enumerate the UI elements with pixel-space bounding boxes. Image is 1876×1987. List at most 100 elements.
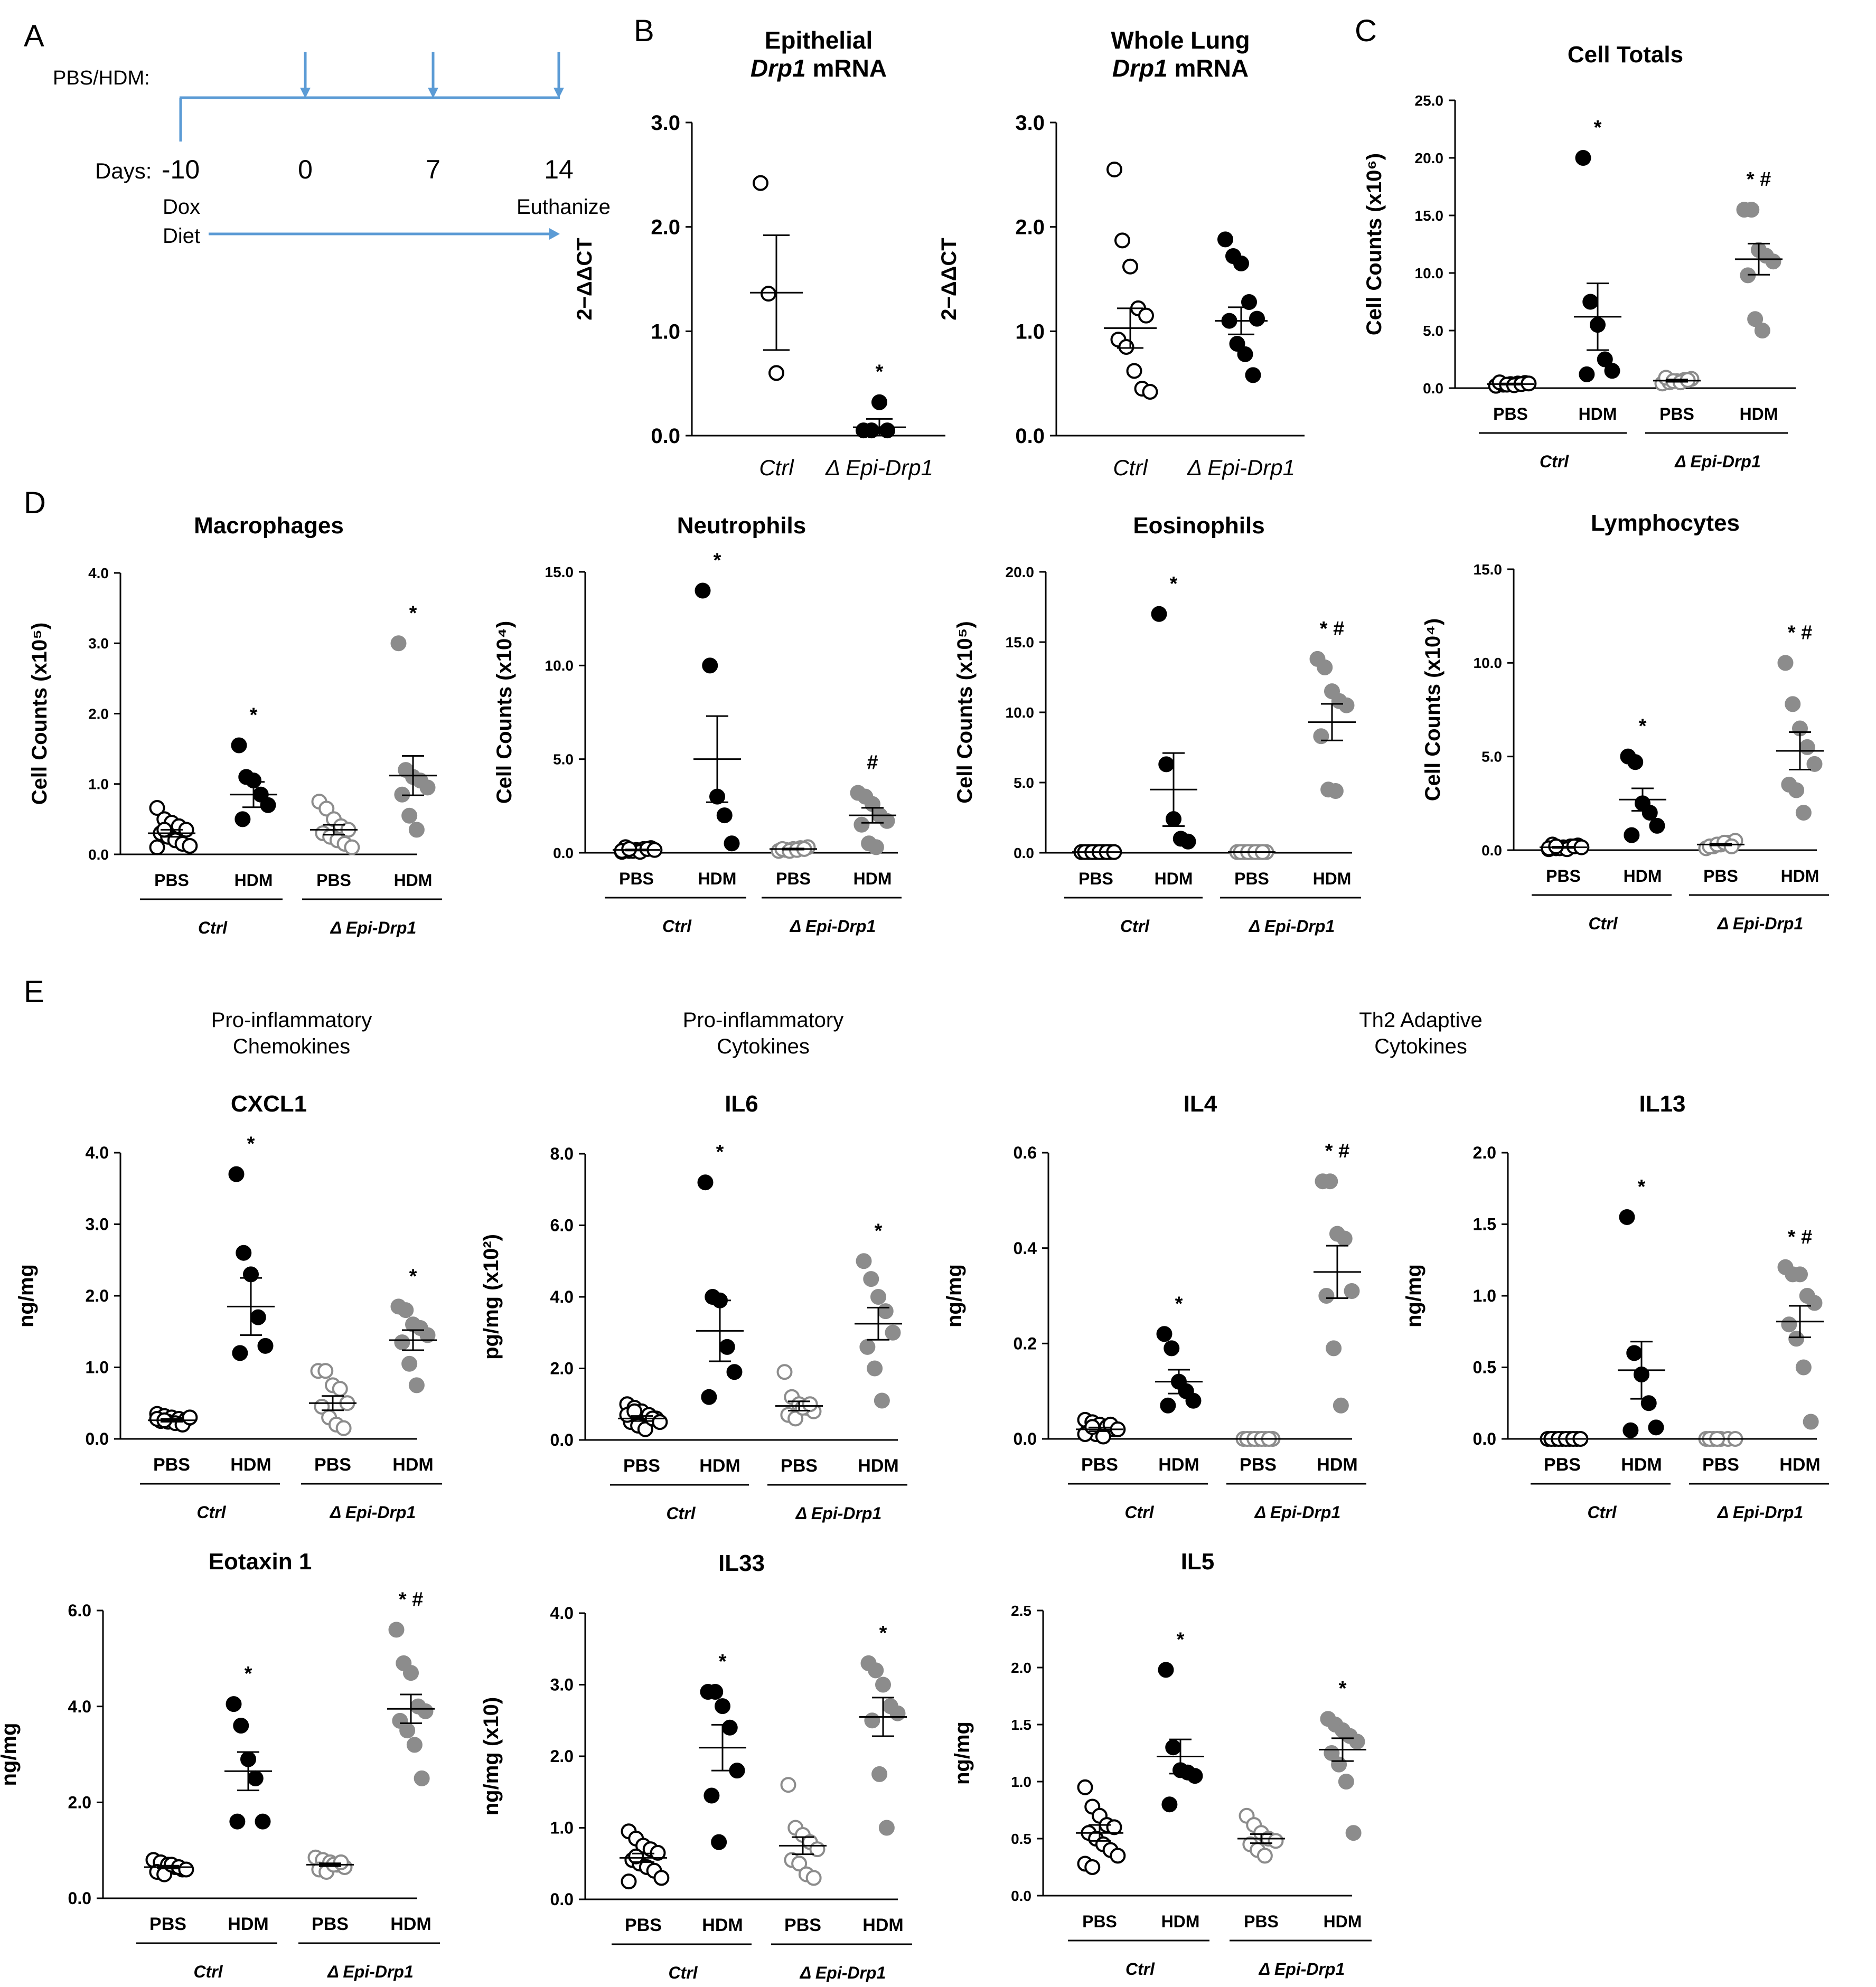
il33-y-tick-label: 1.0 <box>550 1819 574 1838</box>
il5-y-tick-label: 2.0 <box>1011 1660 1031 1676</box>
il13-y-tick-label: 0.5 <box>1473 1358 1496 1377</box>
lymphocytes-point <box>1624 827 1640 843</box>
eosinophils-y-label: Cell Counts (x10⁵) <box>953 621 977 804</box>
il6-point <box>726 1364 743 1380</box>
il13-y-label: ng/mg <box>1402 1264 1425 1327</box>
il13-y-tick-label: 0.0 <box>1473 1429 1496 1448</box>
wholelung-point <box>1241 294 1257 310</box>
lymphocytes-significance-mark: * <box>1639 715 1647 738</box>
eosinophils-x-category-label: HDM <box>1313 869 1352 888</box>
il5-y-tick-label: 2.5 <box>1011 1603 1031 1619</box>
il13-y-tick-label: 2.0 <box>1473 1143 1496 1162</box>
lymphocytes-point <box>1723 838 1740 854</box>
il6-point <box>776 1364 793 1380</box>
eosinophils-y-tick-label: 5.0 <box>1014 775 1034 791</box>
lymphocytes-y-tick-label: 10.0 <box>1474 655 1503 671</box>
epithelial-point <box>761 286 776 302</box>
lymphocytes-point <box>1785 696 1801 712</box>
il4-y-label: ng/mg <box>943 1264 966 1327</box>
eotaxin1-point <box>388 1622 405 1638</box>
epithelial-y-tick-label: 3.0 <box>651 111 680 135</box>
il33-point <box>864 1712 880 1729</box>
macrophages-point <box>234 811 251 827</box>
cxcl1-point <box>182 1409 198 1426</box>
cxcl1-y-tick-label: 2.0 <box>86 1286 109 1305</box>
neutrophils-point <box>853 816 870 833</box>
il13-title-0: IL13 <box>1639 1091 1685 1117</box>
il33-y-tick-label: 2.0 <box>550 1747 574 1766</box>
il6-point <box>877 1303 894 1320</box>
wholelung-point <box>1106 161 1122 177</box>
wholelung-title-0: Whole Lung <box>1111 26 1250 54</box>
lymphocytes-point <box>1627 754 1644 770</box>
celltotals-y-tick-label: 20.0 <box>1415 150 1444 166</box>
lymphocytes-x-category-label: HDM <box>1624 867 1662 886</box>
celltotals-x-category-label: PBS <box>1659 404 1694 423</box>
eotaxin1-point <box>229 1813 246 1830</box>
il4-point <box>1326 1340 1342 1357</box>
cxcl1-significance-mark: * <box>247 1133 255 1155</box>
il5-point <box>1158 1662 1174 1678</box>
wholelung-point <box>1233 255 1249 271</box>
wholelung-point <box>1118 338 1134 355</box>
eosinophils-point <box>1338 697 1355 713</box>
eotaxin1-point <box>226 1696 242 1712</box>
lymphocytes-x-category-label: PBS <box>1546 867 1581 886</box>
lymphocytes-point <box>1788 782 1805 798</box>
il5-y-tick-label: 1.0 <box>1011 1774 1031 1790</box>
celltotals-x-category-label: PBS <box>1493 404 1528 423</box>
lymphocytes-group-label: Ctrl <box>1588 914 1618 933</box>
il13-group-label: Ctrl <box>1587 1503 1617 1522</box>
neutrophils-y-label: Cell Counts (x10⁴) <box>493 621 516 804</box>
wholelung-point <box>1126 363 1142 379</box>
il13-x-category-label: PBS <box>1702 1455 1739 1475</box>
macrophages-point <box>344 839 360 855</box>
il13-point <box>1803 1414 1819 1430</box>
il13-x-category-label: HDM <box>1621 1455 1662 1475</box>
celltotals-x-category-label: HDM <box>1740 404 1778 423</box>
cxcl1-x-category-label: HDM <box>230 1455 271 1475</box>
wholelung-point <box>1142 383 1158 400</box>
celltotals-y-tick-label: 10.0 <box>1415 265 1444 281</box>
cxcl1-point <box>332 1381 348 1397</box>
il5-point <box>1161 1796 1178 1813</box>
celltotals-y-tick-label: 15.0 <box>1415 208 1444 224</box>
chart-il13: IL13 0.0 0.5 1.0 1.5 2.0 ng/mg * * # PBS HDM PBS HDM… <box>1402 1091 1829 1522</box>
timeline-euthanize-label: Euthanize <box>517 195 611 219</box>
celltotals-point <box>1604 363 1620 379</box>
timeline-days-label: Days: <box>95 158 152 183</box>
il33-y-label: ng/mg (x10) <box>480 1697 503 1815</box>
celltotals-significance-mark: * <box>1594 117 1602 139</box>
il33-point <box>889 1705 906 1721</box>
il6-point <box>719 1339 735 1355</box>
lymphocytes-title-0: Lymphocytes <box>1591 510 1740 536</box>
eosinophils-y-tick-label: 10.0 <box>1006 704 1035 721</box>
macrophages-significance-mark: * <box>409 602 417 624</box>
eosinophils-y-tick-label: 20.0 <box>1006 564 1035 580</box>
chart-cxcl1: CXCL1 0.0 1.0 2.0 3.0 4.0 ng/mg * * PBS HDM PBS HDM C… <box>15 1091 442 1522</box>
eotaxin1-point <box>399 1722 416 1739</box>
neutrophils-title-0: Neutrophils <box>677 513 806 539</box>
il6-y-tick-label: 4.0 <box>550 1287 574 1306</box>
timeline-diet-label: Diet <box>163 224 200 248</box>
eosinophils-title-0: Eosinophils <box>1133 513 1264 539</box>
wholelung-point <box>1122 258 1138 275</box>
il4-point <box>1322 1173 1338 1190</box>
cxcl1-point <box>408 1377 425 1393</box>
il4-x-category-label: PBS <box>1081 1455 1118 1475</box>
panel-label-d: D <box>24 486 46 520</box>
eotaxin1-group-label: Δ Epi-Drp1 <box>327 1962 414 1981</box>
cxcl1-x-category-label: PBS <box>314 1455 351 1475</box>
il33-point <box>805 1870 822 1886</box>
neutrophils-point <box>695 582 711 599</box>
il6-point <box>697 1174 714 1191</box>
cxcl1-group-label: Ctrl <box>196 1503 226 1522</box>
cxcl1-y-tick-label: 0.0 <box>86 1429 109 1448</box>
epithelial-point <box>753 175 768 191</box>
epithelial-y-tick-label: 0.0 <box>651 425 680 448</box>
il33-point <box>780 1777 796 1793</box>
macrophages-significance-mark: * <box>250 704 258 726</box>
wholelung-point <box>1114 232 1130 249</box>
section-title-chemokines-2: Chemokines <box>233 1035 350 1058</box>
il4-group-label: Δ Epi-Drp1 <box>1254 1503 1341 1522</box>
